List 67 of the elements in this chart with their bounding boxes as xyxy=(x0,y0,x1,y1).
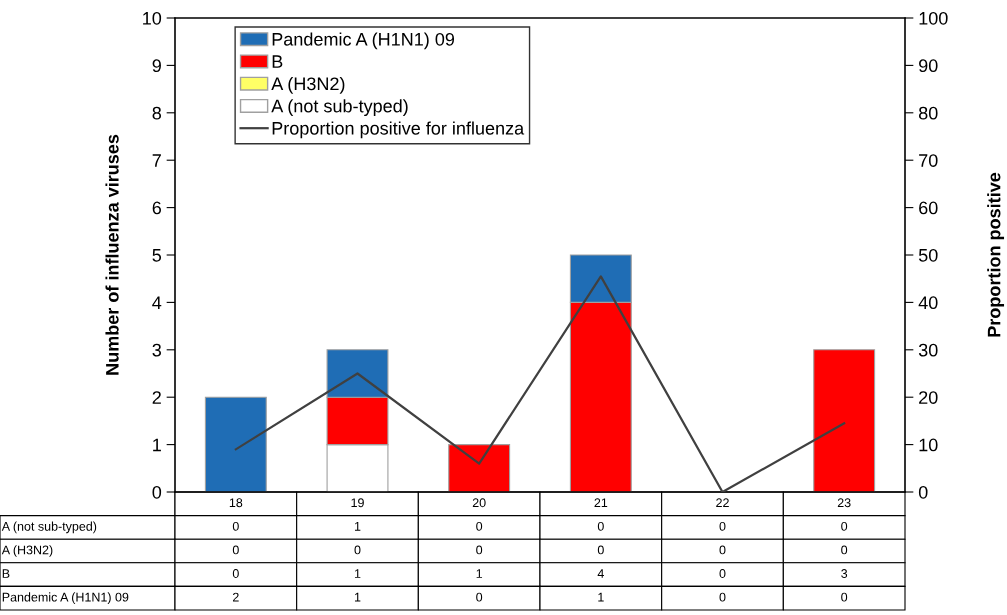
data-label: 0 xyxy=(476,592,483,602)
x-tick-label: 22 xyxy=(716,498,729,508)
data-label: 0 xyxy=(719,592,726,602)
data-label: 1 xyxy=(354,569,361,578)
y-tick-label: 6 xyxy=(152,201,162,215)
y-tick-label: 1 xyxy=(153,438,161,452)
legend-label: B xyxy=(272,55,283,68)
y-tick-label: 4 xyxy=(152,296,162,309)
text: A (not sub-typed) xyxy=(1,521,97,534)
y2-axis-title: Proportion positive xyxy=(987,172,1005,337)
y2-tick-label: 100 xyxy=(919,11,948,25)
data-label: 0 xyxy=(719,521,726,531)
legend-label: Pandemic A (H1N1) 09 xyxy=(272,32,455,50)
data-label: 0 xyxy=(841,521,848,531)
bar xyxy=(448,444,511,492)
y-tick-label: 2 xyxy=(152,391,161,404)
y2-tick-label: 40 xyxy=(918,296,938,310)
data-label: 0 xyxy=(232,545,239,555)
y2-tick-label: 70 xyxy=(919,154,938,167)
data-label: 0 xyxy=(597,545,604,555)
y-tick-label: 5 xyxy=(152,249,162,262)
data-label: 0 xyxy=(719,569,726,578)
y2-tick-label: 0 xyxy=(918,485,928,499)
text: A (H3N2) xyxy=(1,545,53,557)
data-label: 0 xyxy=(476,545,483,555)
data-label: 0 xyxy=(841,545,848,555)
bar xyxy=(204,396,267,492)
legend-label: Proportion positive for influenza xyxy=(272,121,525,139)
data-label: 3 xyxy=(841,569,848,578)
text: Pandemic A (H1N1) 09 xyxy=(2,592,129,605)
y-axis-title: Number of influenza viruses xyxy=(105,134,119,375)
x-tick-label: 21 xyxy=(594,498,608,508)
data-label: 0 xyxy=(354,545,361,555)
y-tick-label: 9 xyxy=(152,59,161,73)
y-tick-label: 0 xyxy=(152,485,162,499)
data-label: 1 xyxy=(476,569,483,578)
y-tick-label: 8 xyxy=(152,106,162,120)
x-tick-label: 18 xyxy=(229,498,243,508)
text: B xyxy=(2,569,10,578)
y2-tick-label: 30 xyxy=(918,343,938,357)
data-label: 0 xyxy=(232,569,239,578)
y2-tick-label: 80 xyxy=(918,106,938,120)
data-label: 2 xyxy=(232,592,239,602)
line-series xyxy=(234,275,846,492)
x-tick-label: 23 xyxy=(837,498,851,508)
data-label: 0 xyxy=(232,521,239,531)
x-tick-label: 19 xyxy=(351,498,364,508)
y2-tick-label: 20 xyxy=(919,391,938,404)
legend-label: A (H3N2) xyxy=(271,76,345,94)
data-label: 1 xyxy=(354,522,361,531)
data-label: 1 xyxy=(354,592,361,602)
y2-tick-label: 90 xyxy=(919,59,938,73)
y-tick-label: 10 xyxy=(143,11,162,25)
bar xyxy=(813,349,876,492)
y2-tick-label: 10 xyxy=(919,438,938,452)
y2-tick-label: 60 xyxy=(919,201,938,215)
y-tick-label: 3 xyxy=(152,343,162,357)
data-label: 0 xyxy=(476,521,483,531)
data-label: 0 xyxy=(597,521,604,531)
x-tick-label: 20 xyxy=(472,498,486,508)
data-label: 4 xyxy=(597,569,604,578)
data-label: 0 xyxy=(719,545,726,555)
legend-label: A (not sub-typed) xyxy=(271,99,408,117)
data-label: 0 xyxy=(841,592,848,602)
y2-tick-label: 50 xyxy=(918,248,938,262)
y-tick-label: 7 xyxy=(152,154,161,167)
data-label: 1 xyxy=(598,592,604,602)
